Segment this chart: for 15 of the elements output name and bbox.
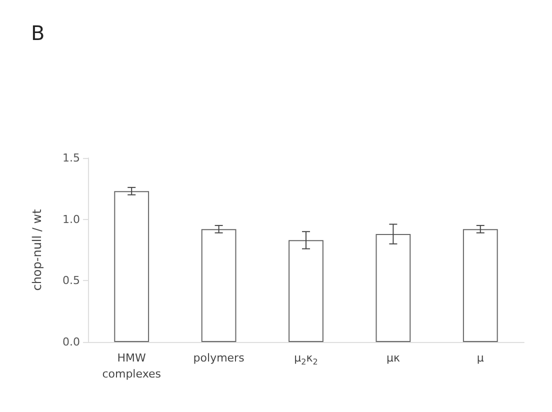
y-tick-label: 0.0: [62, 336, 80, 348]
bar: [376, 234, 411, 342]
x-tick-label: polymers: [193, 352, 245, 364]
x-tick-label: HMW complexes: [102, 352, 162, 380]
x-tick-label: μ: [476, 352, 484, 364]
bar: [462, 229, 498, 342]
y-tick-label: 1.5: [62, 152, 80, 164]
y-axis-title: chop-null / wt: [30, 208, 44, 291]
bar: [201, 229, 236, 342]
y-tick-label: 0.5: [62, 274, 80, 288]
bar: [288, 240, 324, 342]
chart-title: B: [31, 21, 45, 45]
y-tick-label: 1.0: [62, 212, 80, 226]
bar: [114, 191, 150, 342]
x-tick-label: μκ: [386, 352, 400, 364]
